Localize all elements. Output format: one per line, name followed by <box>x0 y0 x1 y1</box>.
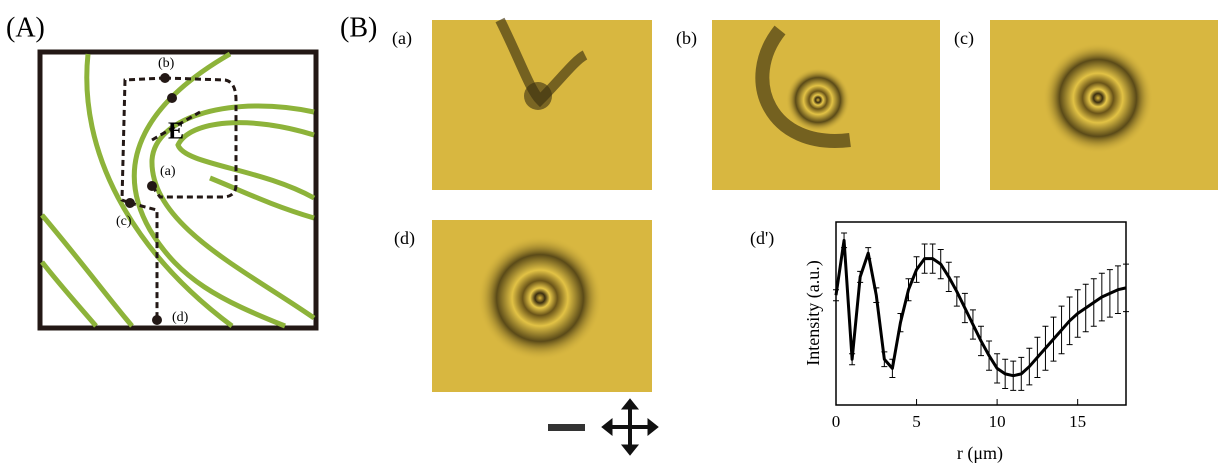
defect-label: E <box>168 119 184 145</box>
schematic: E (a) (b) (c) (d) <box>40 52 316 328</box>
panel-label: (B) <box>340 12 377 43</box>
point-label: (b) <box>158 56 175 71</box>
x-tick-label: 10 <box>989 412 1006 431</box>
x-tick-label: 0 <box>832 412 841 431</box>
micrographs: (a) (b) (c) (d) <box>392 20 1218 455</box>
image-label: (a) <box>392 28 412 49</box>
image-label: (b) <box>676 28 697 49</box>
image-label: (d) <box>394 228 415 249</box>
panel-label: (A) <box>6 12 45 43</box>
point-label: (c) <box>116 214 132 229</box>
x-tick-label: 15 <box>1069 412 1086 431</box>
point-label: (a) <box>160 164 176 179</box>
x-tick-label: 5 <box>912 412 921 431</box>
image-label: (c) <box>954 28 974 49</box>
point-label: (d) <box>172 310 189 325</box>
y-axis-label: Intensity (a.u.) <box>803 260 824 365</box>
chart-label: (d') <box>750 228 774 249</box>
x-axis-label: r (μm) <box>957 443 1003 464</box>
figure: (A) (B) E (a) (b) (c) (d) (a) (b) (c) (d… <box>0 0 1220 467</box>
